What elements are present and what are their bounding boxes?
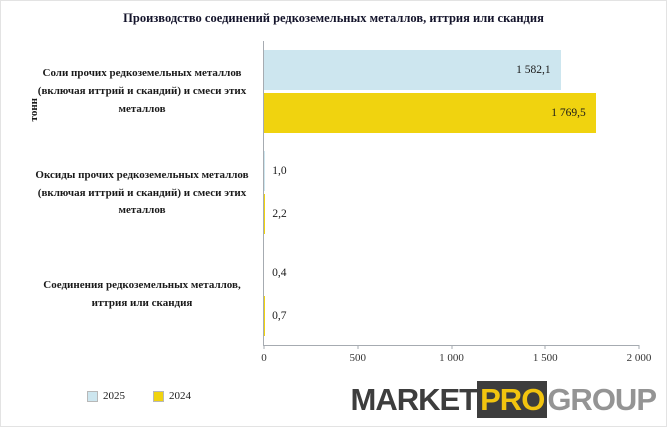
- bar-value-label: 1 769,5: [551, 107, 586, 120]
- plot-area: 1 582,1 1 769,5 1,0 2,2 0,4 0,7 0 500 1 000 1 50…: [261, 41, 651, 364]
- bar-slot: 2,2: [264, 194, 639, 235]
- bar-slot: 0,4: [264, 252, 639, 293]
- x-tick-mark: [263, 345, 265, 349]
- plot-rows: 1 582,1 1 769,5 1,0 2,2 0,4 0,7: [264, 41, 639, 345]
- x-axis: 0 500 1 000 1 500 2 000: [261, 345, 651, 375]
- chart-body: Соли прочих редкоземельных металлов (вкл…: [11, 41, 651, 364]
- logo: MARKETPROGROUP: [350, 380, 657, 418]
- x-tick-mark: [544, 345, 546, 349]
- category-label: Соединения редкоземельных металлов, иттр…: [43, 279, 241, 310]
- bar-group: 1 582,1 1 769,5: [264, 41, 639, 142]
- x-tick-mark: [357, 345, 359, 349]
- bar-value-label: 0,7: [272, 309, 287, 322]
- bar-slot: 1 769,5: [264, 93, 639, 134]
- x-tick-mark: [638, 345, 640, 349]
- bar-group: 1,0 2,2: [264, 142, 639, 243]
- category-labels: Соли прочих редкоземельных металлов (вкл…: [11, 41, 263, 346]
- category-label: Оксиды прочих редкоземельных металлов (в…: [35, 168, 249, 217]
- x-tick-label: 1 000: [439, 352, 464, 364]
- legend: 2025 2024: [87, 390, 191, 402]
- bar-slot: 0,7: [264, 295, 639, 336]
- logo-group-text: GROUP: [547, 381, 657, 417]
- legend-item: 2024: [153, 390, 191, 402]
- category-label: Соли прочих редкоземельных металлов (вкл…: [37, 67, 247, 115]
- x-tick-mark: [451, 345, 452, 349]
- legend-label: 2025: [103, 390, 125, 402]
- chart-title: Производство соединений редкоземельных м…: [123, 11, 544, 25]
- legend-item: 2025: [87, 390, 125, 402]
- bar-slot: 1,0: [264, 151, 639, 192]
- x-tick-label: 2 000: [626, 352, 652, 364]
- bar-2025: 1 582,1: [264, 50, 561, 91]
- logo-market-text: MARKET: [350, 381, 479, 417]
- bar-slot: 1 582,1: [264, 50, 639, 91]
- bar-value-label: 1 582,1: [516, 64, 551, 77]
- bar-2024: 1 769,5: [264, 93, 596, 134]
- bar-group: 0,4 0,7: [264, 244, 639, 345]
- legend-swatch: [153, 390, 164, 402]
- logo-pro-text: PRO: [477, 380, 548, 418]
- bar-value-label: 1,0: [272, 165, 287, 178]
- legend-label: 2024: [169, 390, 191, 402]
- bar-value-label: 2,2: [272, 208, 287, 221]
- x-tick-label: 1 500: [532, 352, 558, 364]
- x-tick-label: 0: [261, 352, 267, 364]
- legend-swatch: [87, 390, 98, 402]
- bar-value-label: 0,4: [272, 266, 287, 279]
- x-tick-label: 500: [349, 352, 367, 364]
